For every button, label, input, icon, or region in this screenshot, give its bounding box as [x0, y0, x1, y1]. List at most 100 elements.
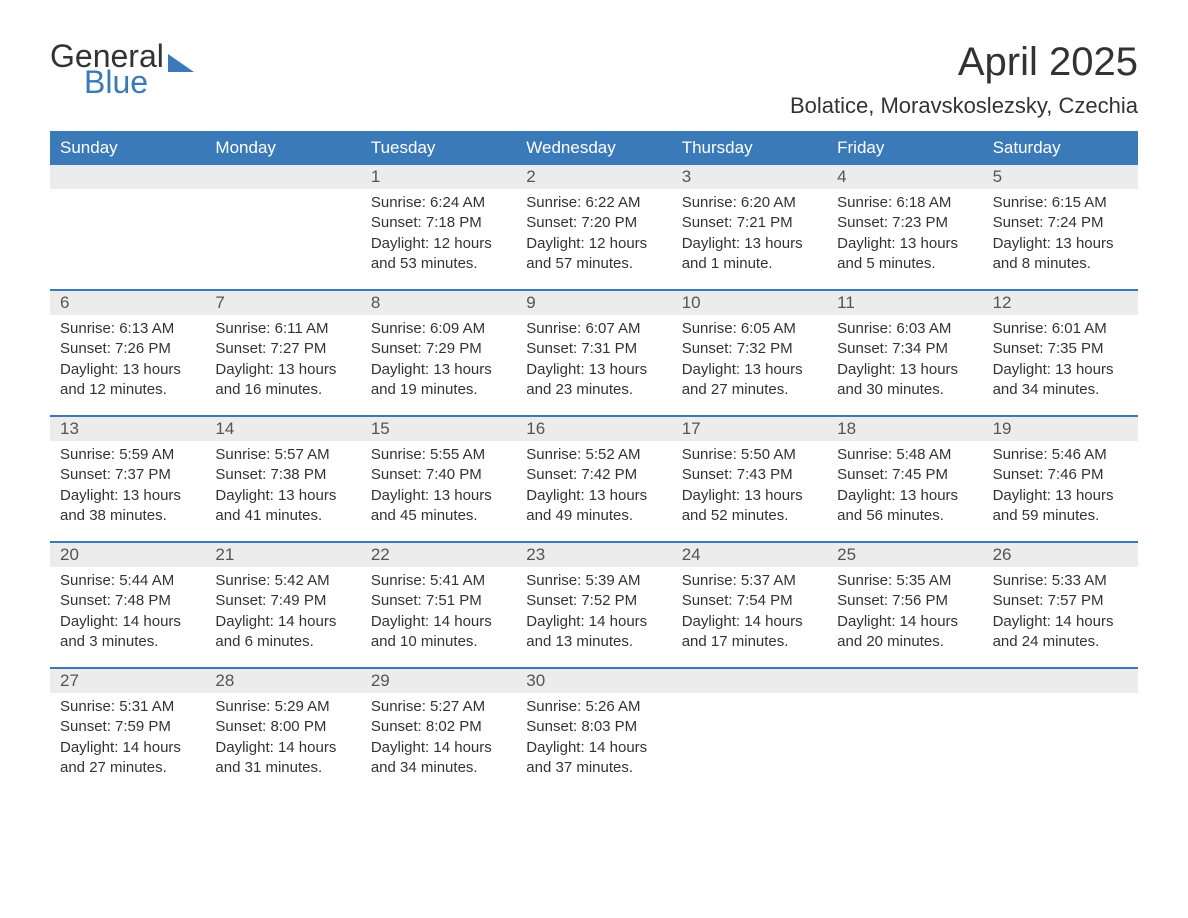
day-details: Sunrise: 6:11 AMSunset: 7:27 PMDaylight:…	[205, 315, 360, 410]
sunrise-text: Sunrise: 6:09 AM	[371, 319, 506, 339]
week-row: 13Sunrise: 5:59 AMSunset: 7:37 PMDayligh…	[50, 415, 1138, 541]
daylight-text: Daylight: 14 hours and 27 minutes.	[60, 738, 195, 779]
calendar-cell: 29Sunrise: 5:27 AMSunset: 8:02 PMDayligh…	[361, 669, 516, 793]
sunrise-text: Sunrise: 5:27 AM	[371, 697, 506, 717]
day-details: Sunrise: 5:42 AMSunset: 7:49 PMDaylight:…	[205, 567, 360, 662]
sunset-text: Sunset: 7:48 PM	[60, 591, 195, 611]
sunrise-text: Sunrise: 5:59 AM	[60, 445, 195, 465]
daylight-text: Daylight: 13 hours and 49 minutes.	[526, 486, 661, 527]
daylight-text: Daylight: 14 hours and 10 minutes.	[371, 612, 506, 653]
sunrise-text: Sunrise: 5:37 AM	[682, 571, 817, 591]
daylight-text: Daylight: 13 hours and 5 minutes.	[837, 234, 972, 275]
calendar-cell: 7Sunrise: 6:11 AMSunset: 7:27 PMDaylight…	[205, 291, 360, 415]
sunrise-text: Sunrise: 5:48 AM	[837, 445, 972, 465]
calendar-cell: 17Sunrise: 5:50 AMSunset: 7:43 PMDayligh…	[672, 417, 827, 541]
daylight-text: Daylight: 12 hours and 53 minutes.	[371, 234, 506, 275]
day-details: Sunrise: 6:20 AMSunset: 7:21 PMDaylight:…	[672, 189, 827, 284]
sunrise-text: Sunrise: 5:55 AM	[371, 445, 506, 465]
calendar-cell: 8 Sunrise: 6:09 AMSunset: 7:29 PMDaylight…	[361, 291, 516, 415]
day-details: Sunrise: 5:27 AMSunset: 8:02 PMDaylight:…	[361, 693, 516, 788]
calendar-cell: 19Sunrise: 5:46 AMSunset: 7:46 PMDayligh…	[983, 417, 1138, 541]
calendar-cell: 3Sunrise: 6:20 AMSunset: 7:21 PMDaylight…	[672, 165, 827, 289]
day-number: 16	[516, 417, 671, 441]
sunrise-text: Sunrise: 6:03 AM	[837, 319, 972, 339]
sunset-text: Sunset: 7:29 PM	[371, 339, 506, 359]
calendar-cell: 21Sunrise: 5:42 AMSunset: 7:49 PMDayligh…	[205, 543, 360, 667]
sunset-text: Sunset: 7:49 PM	[215, 591, 350, 611]
sunrise-text: Sunrise: 6:22 AM	[526, 193, 661, 213]
daylight-text: Daylight: 13 hours and 16 minutes.	[215, 360, 350, 401]
sunset-text: Sunset: 7:59 PM	[60, 717, 195, 737]
day-details: Sunrise: 5:46 AMSunset: 7:46 PMDaylight:…	[983, 441, 1138, 536]
daylight-text: Daylight: 14 hours and 17 minutes.	[682, 612, 817, 653]
day-header-wednesday: Wednesday	[516, 131, 671, 165]
calendar-cell: 16Sunrise: 5:52 AMSunset: 7:42 PMDayligh…	[516, 417, 671, 541]
sunrise-text: Sunrise: 5:41 AM	[371, 571, 506, 591]
sunset-text: Sunset: 7:37 PM	[60, 465, 195, 485]
sunrise-text: Sunrise: 5:46 AM	[993, 445, 1128, 465]
sunrise-text: Sunrise: 6:15 AM	[993, 193, 1128, 213]
calendar: Sunday Monday Tuesday Wednesday Thursday…	[50, 131, 1138, 793]
day-details: Sunrise: 6:18 AMSunset: 7:23 PMDaylight:…	[827, 189, 982, 284]
day-number: 6	[50, 291, 205, 315]
day-number: 5	[983, 165, 1138, 189]
day-number: 21	[205, 543, 360, 567]
sunrise-text: Sunrise: 5:42 AM	[215, 571, 350, 591]
day-number: 18	[827, 417, 982, 441]
sunset-text: Sunset: 7:20 PM	[526, 213, 661, 233]
sunrise-text: Sunrise: 6:11 AM	[215, 319, 350, 339]
daylight-text: Daylight: 13 hours and 8 minutes.	[993, 234, 1128, 275]
day-details: Sunrise: 5:55 AMSunset: 7:40 PMDaylight:…	[361, 441, 516, 536]
sunset-text: Sunset: 7:42 PM	[526, 465, 661, 485]
day-number: 19	[983, 417, 1138, 441]
day-number: 30	[516, 669, 671, 693]
week-row: 27Sunrise: 5:31 AMSunset: 7:59 PMDayligh…	[50, 667, 1138, 793]
calendar-cell: 25Sunrise: 5:35 AMSunset: 7:56 PMDayligh…	[827, 543, 982, 667]
day-details: Sunrise: 5:31 AMSunset: 7:59 PMDaylight:…	[50, 693, 205, 788]
day-number: 8	[361, 291, 516, 315]
day-details: Sunrise: 5:59 AMSunset: 7:37 PMDaylight:…	[50, 441, 205, 536]
day-number: 27	[50, 669, 205, 693]
day-number: 26	[983, 543, 1138, 567]
daylight-text: Daylight: 14 hours and 37 minutes.	[526, 738, 661, 779]
sunrise-text: Sunrise: 6:18 AM	[837, 193, 972, 213]
sunset-text: Sunset: 7:54 PM	[682, 591, 817, 611]
sunrise-text: Sunrise: 5:31 AM	[60, 697, 195, 717]
sunrise-text: Sunrise: 6:07 AM	[526, 319, 661, 339]
sunset-text: Sunset: 7:57 PM	[993, 591, 1128, 611]
sunrise-text: Sunrise: 6:01 AM	[993, 319, 1128, 339]
daylight-text: Daylight: 13 hours and 19 minutes.	[371, 360, 506, 401]
day-number: 9	[516, 291, 671, 315]
daylight-text: Daylight: 13 hours and 45 minutes.	[371, 486, 506, 527]
sunrise-text: Sunrise: 6:05 AM	[682, 319, 817, 339]
calendar-cell: 30Sunrise: 5:26 AMSunset: 8:03 PMDayligh…	[516, 669, 671, 793]
sunrise-text: Sunrise: 6:24 AM	[371, 193, 506, 213]
title-block: April 2025 Bolatice, Moravskoslezsky, Cz…	[790, 40, 1138, 123]
calendar-cell: 28Sunrise: 5:29 AMSunset: 8:00 PMDayligh…	[205, 669, 360, 793]
day-number: 22	[361, 543, 516, 567]
day-number: 11	[827, 291, 982, 315]
day-details: Sunrise: 5:35 AMSunset: 7:56 PMDaylight:…	[827, 567, 982, 662]
sunset-text: Sunset: 8:00 PM	[215, 717, 350, 737]
day-header-monday: Monday	[205, 131, 360, 165]
sunset-text: Sunset: 7:21 PM	[682, 213, 817, 233]
daylight-text: Daylight: 12 hours and 57 minutes.	[526, 234, 661, 275]
daylight-text: Daylight: 14 hours and 3 minutes.	[60, 612, 195, 653]
calendar-cell: 27Sunrise: 5:31 AMSunset: 7:59 PMDayligh…	[50, 669, 205, 793]
sunset-text: Sunset: 7:34 PM	[837, 339, 972, 359]
day-details: Sunrise: 5:41 AMSunset: 7:51 PMDaylight:…	[361, 567, 516, 662]
day-number: 17	[672, 417, 827, 441]
sunset-text: Sunset: 7:24 PM	[993, 213, 1128, 233]
calendar-cell: 14Sunrise: 5:57 AMSunset: 7:38 PMDayligh…	[205, 417, 360, 541]
calendar-cell: 18Sunrise: 5:48 AMSunset: 7:45 PMDayligh…	[827, 417, 982, 541]
calendar-cell: 23Sunrise: 5:39 AMSunset: 7:52 PMDayligh…	[516, 543, 671, 667]
week-row: 1Sunrise: 6:24 AMSunset: 7:18 PMDaylight…	[50, 165, 1138, 289]
day-details: Sunrise: 5:52 AMSunset: 7:42 PMDaylight:…	[516, 441, 671, 536]
daylight-text: Daylight: 13 hours and 27 minutes.	[682, 360, 817, 401]
calendar-cell	[672, 669, 827, 793]
sunset-text: Sunset: 7:26 PM	[60, 339, 195, 359]
logo: General Blue	[50, 40, 194, 98]
day-header-tuesday: Tuesday	[361, 131, 516, 165]
daylight-text: Daylight: 14 hours and 20 minutes.	[837, 612, 972, 653]
day-number: 13	[50, 417, 205, 441]
